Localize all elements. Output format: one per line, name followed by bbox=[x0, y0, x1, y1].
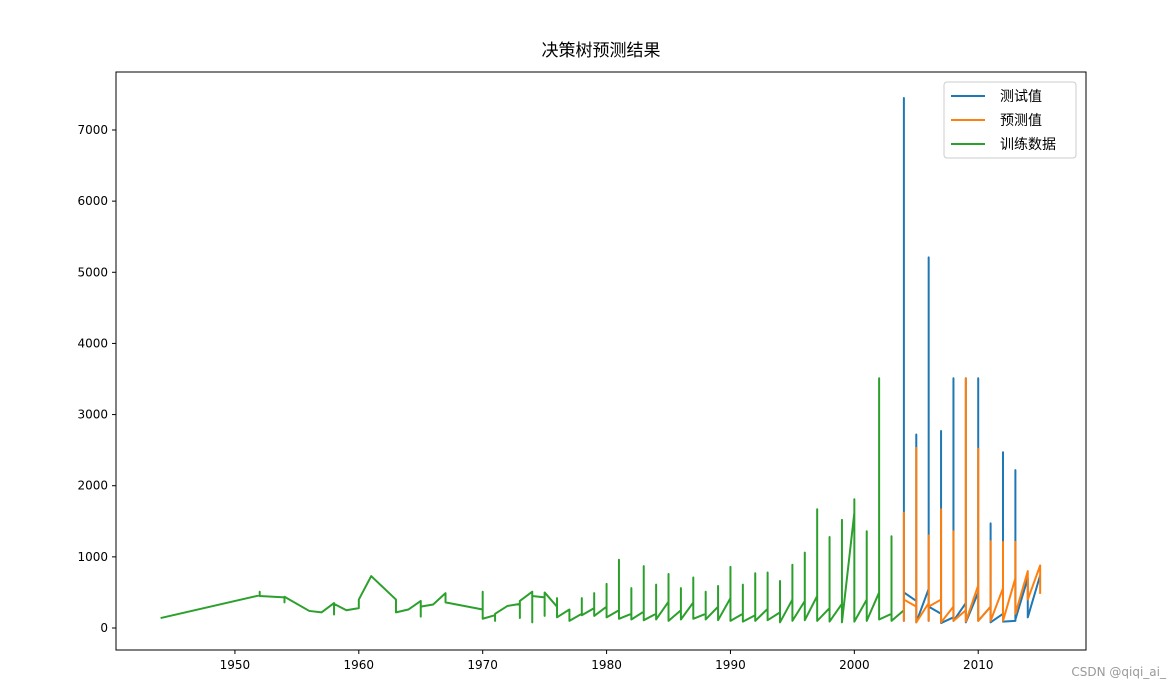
series-line bbox=[902, 377, 1042, 624]
y-tick-label: 5000 bbox=[77, 265, 108, 279]
legend-label: 训练数据 bbox=[1000, 137, 1056, 153]
y-tick-label: 2000 bbox=[77, 479, 108, 493]
chart-title: 决策树预测结果 bbox=[542, 41, 661, 61]
x-tick-label: 2010 bbox=[963, 658, 994, 672]
y-tick-label: 3000 bbox=[77, 408, 108, 422]
x-tick-label: 1960 bbox=[344, 658, 375, 672]
x-tick-label: 1950 bbox=[220, 658, 251, 672]
y-tick-label: 7000 bbox=[77, 123, 108, 137]
legend-box bbox=[943, 81, 1077, 159]
x-tick-label: 1990 bbox=[715, 658, 746, 672]
legend-label: 预测值 bbox=[1000, 113, 1042, 129]
legend-label: 测试值 bbox=[1000, 89, 1042, 105]
series-line bbox=[160, 377, 905, 624]
plot-frame bbox=[115, 71, 1087, 651]
x-tick-label: 2000 bbox=[839, 658, 870, 672]
y-tick-label: 6000 bbox=[77, 194, 108, 208]
y-tick-label: 1000 bbox=[77, 550, 108, 564]
x-tick-label: 1970 bbox=[467, 658, 498, 672]
x-tick-label: 1980 bbox=[591, 658, 622, 672]
watermark: CSDN @qiqi_ai_ bbox=[1071, 665, 1167, 679]
y-tick-label: 0 bbox=[100, 621, 108, 635]
y-tick-label: 4000 bbox=[77, 336, 108, 350]
